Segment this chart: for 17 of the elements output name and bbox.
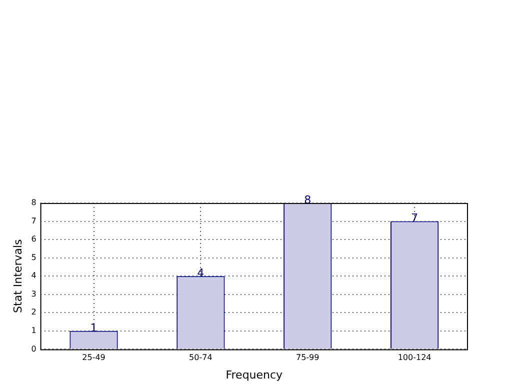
y-axis-title: Stat Intervals [11,238,24,313]
y-tick-label: 4 [31,271,36,280]
x-tick-label: 75-99 [296,353,320,362]
data-label: 7 [411,212,418,225]
y-tick-label: 0 [31,344,36,354]
y-tick-label: 1 [31,326,36,336]
x-tick-label: 50-74 [189,353,212,362]
y-tick-label: 7 [31,216,36,226]
x-axis-title: Frequency [226,368,284,382]
y-tick-label: 3 [31,289,36,298]
x-tick-label: 100-124 [398,353,432,362]
x-tick-label: 25-49 [82,353,106,362]
y-tick-label: 2 [31,308,36,317]
y-tick-label: 5 [31,252,36,262]
y-tick-label: 6 [31,234,36,244]
y-tick-label: 8 [31,198,36,208]
data-label: 4 [197,266,204,280]
